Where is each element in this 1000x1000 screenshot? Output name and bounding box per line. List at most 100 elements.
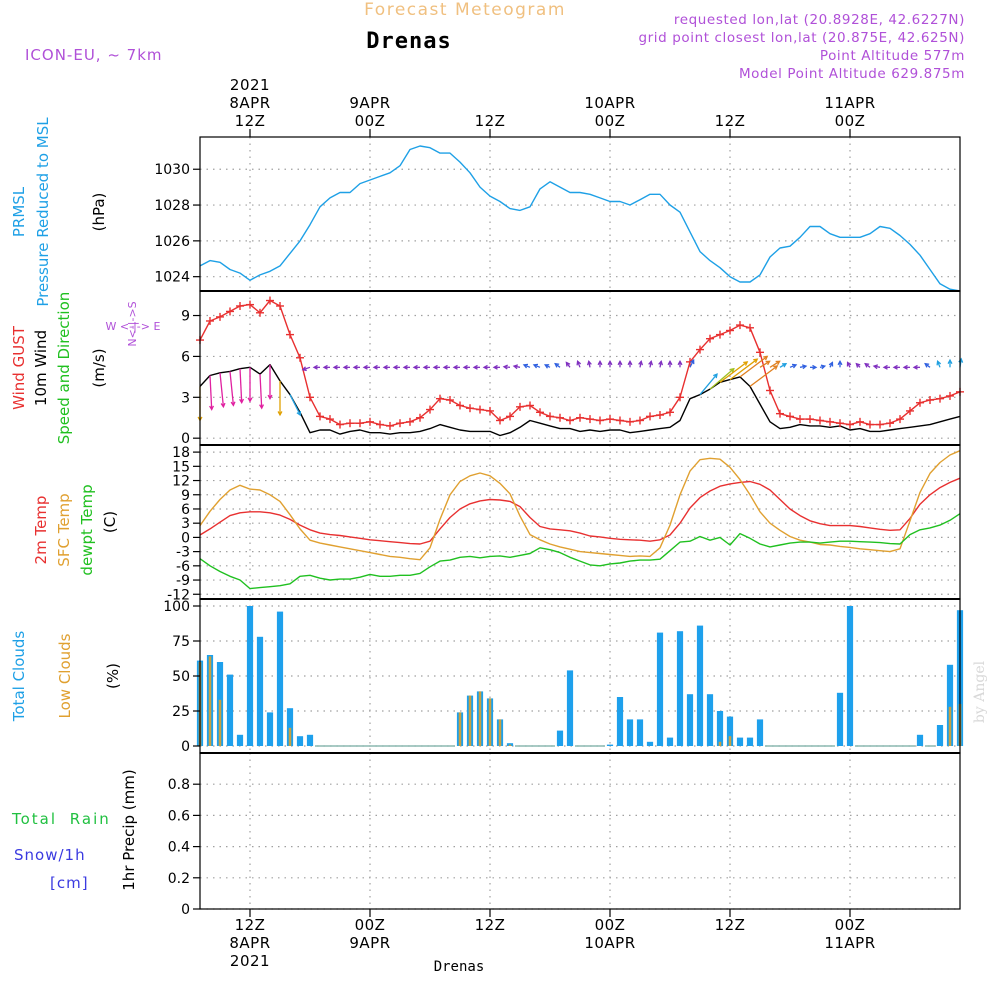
wind-vector-head xyxy=(855,362,861,368)
total-cloud-bar xyxy=(286,708,294,746)
cloud-unit-label: (%) xyxy=(104,663,122,689)
wind-vector-head xyxy=(765,360,771,366)
pressure-panel-frame xyxy=(199,136,961,292)
temperature-ytick-label: 18 xyxy=(172,445,190,461)
precip-panel-labels: Total Rain Snow/1h [cm] 1hr Precip (mm) xyxy=(11,769,138,892)
prmsl-long-label: Pressure Reduced to MSL xyxy=(34,117,52,307)
axis-layer: 10241026102810300369-12-9-6-303691215180… xyxy=(154,76,875,970)
wind-vector-head xyxy=(502,364,508,370)
low-cloud-bar xyxy=(478,691,482,746)
wind-vector-head xyxy=(812,364,818,370)
wind-vector xyxy=(729,358,758,381)
frame-layer xyxy=(199,136,961,910)
wind-vector-head xyxy=(382,364,388,370)
wind-vector-head xyxy=(912,364,918,370)
temperature-ytick-label: 12 xyxy=(172,474,190,490)
wind-ytick-label: 6 xyxy=(181,349,190,365)
snow-label: Snow/1h xyxy=(14,846,86,864)
total-cloud-bar xyxy=(236,734,244,746)
plot-layer xyxy=(196,145,964,747)
wind-vector-head xyxy=(667,359,673,366)
wind-vector-head xyxy=(209,405,215,411)
total-cloud-bar xyxy=(296,736,304,746)
prmsl-panel-labels: PRMSL Pressure Reduced to MSL (hPa) xyxy=(10,117,108,307)
dewpt-label: dewpt Temp xyxy=(78,484,96,575)
pressure-ytick-label: 1024 xyxy=(154,270,190,286)
wind-vector-head xyxy=(277,411,283,417)
wind-vector-head xyxy=(828,361,834,367)
bottom-time-label: 8APR xyxy=(229,934,270,952)
top-time-label: 12Z xyxy=(475,112,506,130)
wind-vector-head xyxy=(322,364,328,370)
wind-vector-head xyxy=(492,364,498,370)
wind-vector-head xyxy=(882,364,888,370)
wind-vector-head xyxy=(791,363,798,369)
wind-vector-head xyxy=(432,364,438,370)
total-cloud-bar xyxy=(266,712,274,746)
wind-vector xyxy=(739,355,768,378)
temperature-ytick-label: -9 xyxy=(176,573,190,589)
wind-vector-head xyxy=(402,364,408,370)
wind-vector-head xyxy=(846,361,852,367)
wind-vector-head xyxy=(713,373,718,379)
total-cloud-bar xyxy=(646,741,654,746)
temperature-ytick-label: -12 xyxy=(167,587,190,603)
wind-vector-head xyxy=(301,366,307,372)
total-cloud-bar xyxy=(226,674,234,746)
wind-vector-head xyxy=(392,364,398,370)
total-cloud-bar xyxy=(916,734,924,746)
wind-vector-head xyxy=(627,359,633,366)
wind-vector-head xyxy=(452,364,458,370)
low-cloud-bar xyxy=(718,741,722,746)
wind-vector-head xyxy=(259,404,265,410)
temperature-ytick-label: 3 xyxy=(181,516,190,532)
wind-vector xyxy=(239,368,243,403)
wind-vector-head xyxy=(576,360,582,366)
model-label: ICON-EU, ~ 7km xyxy=(25,46,163,64)
precip-ytick-label: 0.6 xyxy=(168,808,190,824)
wind-vector-head xyxy=(543,364,550,369)
wind-vector-head xyxy=(342,364,348,370)
low-cloud-bar xyxy=(468,695,472,746)
t2m-line xyxy=(199,477,961,545)
sfc-temp-line xyxy=(199,450,961,561)
pressure-ytick-label: 1028 xyxy=(154,198,190,214)
top-time-label: 8APR xyxy=(229,94,270,112)
total-cloud-bar xyxy=(666,737,674,746)
wind-vector-head xyxy=(677,359,683,366)
wind-vector-head xyxy=(902,364,908,370)
wind-vector-head xyxy=(565,361,571,367)
model-altitude: Model Point Altitude 629.875m xyxy=(739,66,965,82)
wind-vector-head xyxy=(820,364,827,370)
low-cloud-bar xyxy=(288,727,292,746)
compass-ns-label: N<-|->S xyxy=(126,301,139,346)
wind-vector-head xyxy=(947,358,953,364)
total-cloud-bar xyxy=(946,664,954,746)
wind-vector-head xyxy=(936,360,942,366)
wind-vector-head xyxy=(462,364,468,370)
wind-vector-head xyxy=(607,359,613,366)
wind-vector xyxy=(719,361,748,383)
pressure-ytick-label: 1030 xyxy=(154,162,190,178)
wind-vector xyxy=(289,394,301,416)
sfc-temp-label: SFC Temp xyxy=(55,493,73,566)
pressure-ytick-label: 1026 xyxy=(154,234,190,250)
wind-vector-head xyxy=(586,359,592,366)
wind-vector-head xyxy=(532,363,539,369)
clouds-ytick-label: 100 xyxy=(163,599,190,615)
top-time-label: 2021 xyxy=(230,76,270,94)
total-cloud-bar xyxy=(676,631,684,746)
total-cloud-bar xyxy=(746,737,754,746)
clouds-ytick-label: 50 xyxy=(172,669,190,685)
footer-location: Drenas xyxy=(434,959,485,975)
top-time-label: 00Z xyxy=(835,112,866,130)
low-cloud-bar xyxy=(728,736,732,746)
total-cloud-bar xyxy=(566,670,574,746)
total-cloud-bar xyxy=(836,692,844,746)
temperature-ytick-label: 9 xyxy=(181,488,190,504)
top-time-label: 12Z xyxy=(235,112,266,130)
bottom-time-label: 00Z xyxy=(355,916,386,934)
prmsl-short-label: PRMSL xyxy=(10,186,28,237)
precip-ytick-label: 0 xyxy=(181,902,190,918)
